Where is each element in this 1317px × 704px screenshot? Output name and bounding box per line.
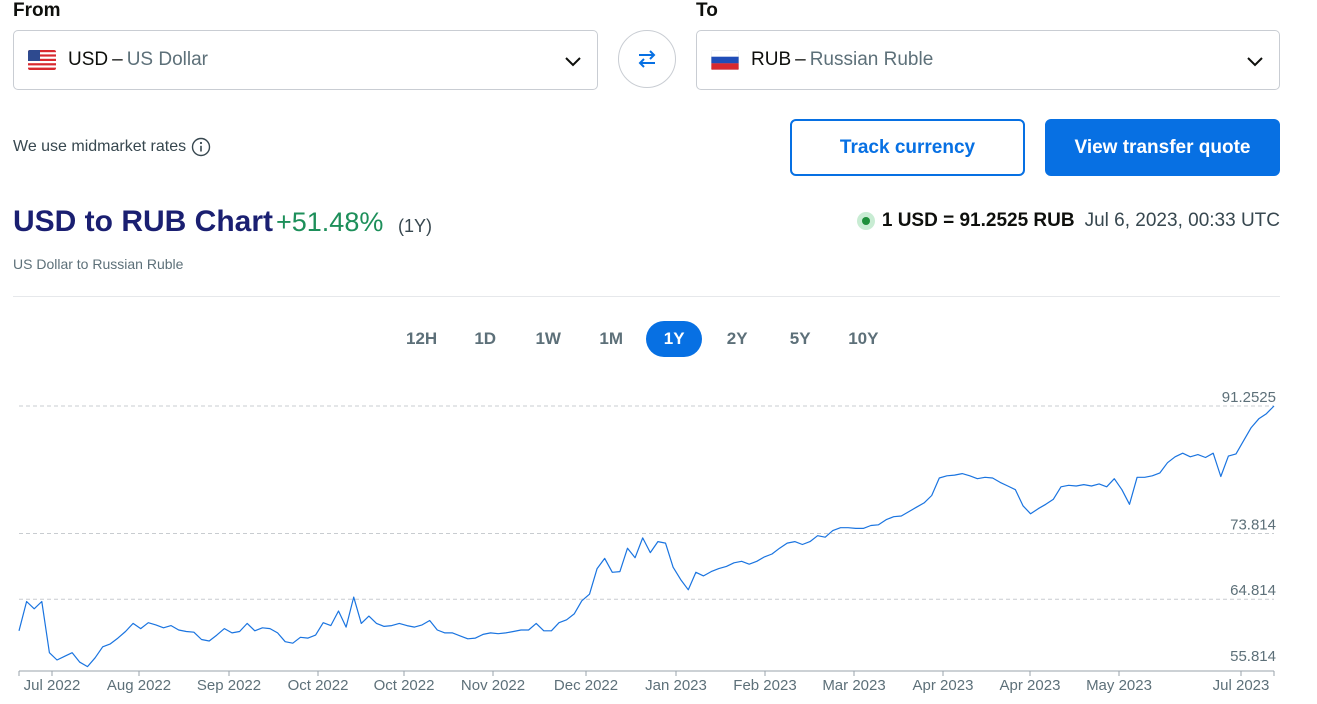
from-separator: –: [112, 49, 123, 70]
range-2y[interactable]: 2Y: [726, 329, 748, 348]
to-currency-select[interactable]: RUB – Russian Ruble: [696, 30, 1280, 90]
chart-subtitle: US Dollar to Russian Ruble: [13, 256, 184, 272]
divider: [13, 296, 1280, 297]
x-tick-label: Oct 2022: [288, 677, 349, 694]
x-tick-label: Jul 2023: [1213, 677, 1270, 694]
to-currency-code: RUB: [751, 49, 792, 70]
from-currency-select[interactable]: USD – US Dollar: [13, 30, 598, 90]
range-5y[interactable]: 5Y: [789, 329, 811, 348]
range-10y[interactable]: 10Y: [848, 329, 879, 348]
from-label: From: [13, 0, 61, 21]
x-tick-label: Sep 2022: [197, 677, 261, 694]
track-currency-button[interactable]: Track currency: [790, 119, 1025, 176]
exchange-rate-chart[interactable]: 91.2525 73.814 64.814 55.814 Jul 2022 Aug 202…: [0, 375, 1317, 704]
x-tick-label: May 2023: [1086, 677, 1152, 694]
range-1m[interactable]: 1M: [599, 329, 623, 348]
from-currency-name: US Dollar: [126, 49, 209, 70]
chevron-down-icon: [565, 57, 581, 67]
x-tick-label: Apr 2023: [913, 677, 974, 694]
rate-line-series: [18, 405, 1275, 668]
x-tick-label: Feb 2023: [733, 677, 796, 694]
swap-arrows-icon: [638, 50, 656, 68]
swap-currencies-button[interactable]: [618, 30, 676, 88]
change-percent: +51.48%: [276, 207, 384, 237]
x-tick-label: Apr 2023: [1000, 677, 1061, 694]
midmarket-note: We use midmarket rates: [13, 137, 211, 157]
x-tick-label: Mar 2023: [822, 677, 885, 694]
range-selector: 12H 1D 1W 1M 1Y 2Y 5Y 10Y: [393, 321, 898, 357]
range-1y[interactable]: 1Y: [646, 321, 703, 357]
midmarket-text: We use midmarket rates: [13, 138, 187, 155]
rate-value: 1 USD = 91.2525 RUB: [881, 210, 1075, 231]
live-status-icon: [856, 212, 875, 230]
x-tick-label: Aug 2022: [107, 677, 171, 694]
y-tick-label: 73.814: [1230, 516, 1276, 533]
to-separator: –: [795, 49, 806, 70]
x-tick-label: Nov 2022: [461, 677, 525, 694]
range-1w[interactable]: 1W: [535, 329, 561, 348]
info-icon[interactable]: [191, 137, 211, 157]
to-currency-name: Russian Ruble: [809, 49, 934, 70]
rate-timestamp: Jul 6, 2023, 00:33 UTC: [1084, 210, 1280, 231]
ru-flag-icon: [711, 50, 739, 70]
view-transfer-quote-button[interactable]: View transfer quote: [1045, 119, 1280, 176]
chart-title: USD to RUB Chart: [13, 205, 273, 238]
chevron-down-icon: [1247, 57, 1263, 67]
current-rate: 1 USD = 91.2525 RUB Jul 6, 2023, 00:33 U…: [856, 210, 1280, 232]
range-1d[interactable]: 1D: [474, 329, 497, 348]
to-label: To: [696, 0, 718, 21]
us-flag-icon: [28, 50, 56, 70]
y-tick-label: 91.2525: [1222, 389, 1276, 406]
x-tick-label: Oct 2022: [374, 677, 435, 694]
range-12h[interactable]: 12H: [406, 329, 438, 348]
x-tick-label: Jul 2022: [24, 677, 81, 694]
y-tick-label: 55.814: [1230, 648, 1276, 665]
change-period: (1Y): [398, 216, 433, 236]
from-currency-code: USD: [68, 49, 109, 70]
x-tick-label: Dec 2022: [554, 677, 618, 694]
x-tick-label: Jan 2023: [645, 677, 707, 694]
y-tick-label: 64.814: [1230, 582, 1276, 599]
